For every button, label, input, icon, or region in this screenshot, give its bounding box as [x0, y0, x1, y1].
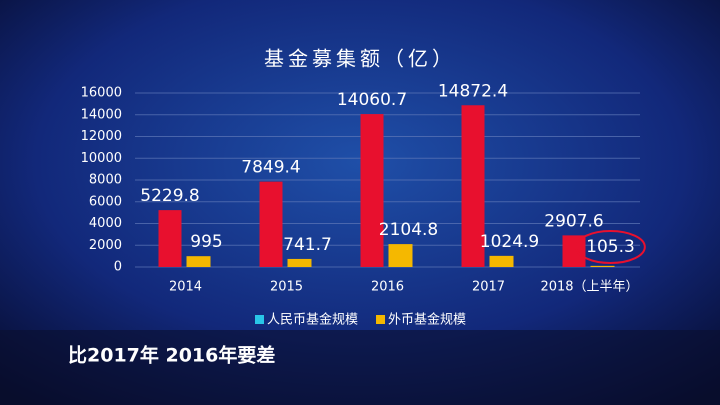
y-tick-label: 2000 — [89, 238, 122, 253]
y-tick-label: 16000 — [81, 86, 122, 101]
data-label: 105.3 — [586, 237, 635, 257]
bar — [259, 181, 283, 267]
legend-marker — [376, 315, 386, 324]
y-tick-label: 6000 — [89, 194, 122, 209]
caption: 比2017年 2016年要差 — [68, 344, 275, 367]
y-tick-label: 8000 — [89, 173, 122, 188]
caption-band — [0, 330, 720, 405]
data-label: 14060.7 — [337, 90, 407, 110]
bar — [489, 255, 514, 267]
legend-label: 人民币基金规模 — [267, 312, 358, 328]
bar — [590, 265, 615, 267]
bar — [562, 235, 586, 267]
y-tick-label: 12000 — [81, 129, 122, 144]
data-label: 14872.4 — [438, 81, 508, 101]
data-label: 2907.6 — [544, 211, 603, 231]
data-label: 5229.8 — [140, 186, 199, 206]
x-tick-label: 2018（上半年） — [540, 280, 638, 295]
x-tick-label: 2015 — [270, 280, 303, 295]
y-tick-label: 10000 — [81, 151, 122, 166]
bar — [158, 210, 182, 267]
x-tick-label: 2014 — [169, 280, 202, 295]
data-label: 2104.8 — [379, 220, 438, 240]
bar — [287, 258, 312, 267]
x-tick-label: 2017 — [472, 280, 505, 295]
data-label: 741.7 — [283, 235, 332, 255]
data-label: 7849.4 — [241, 158, 300, 178]
data-label: 995 — [190, 232, 222, 252]
bar — [186, 256, 211, 267]
data-label: 1024.9 — [480, 232, 539, 252]
bar — [461, 105, 485, 267]
y-tick-label: 4000 — [89, 216, 122, 231]
bar — [388, 244, 413, 267]
x-tick-label: 2016 — [371, 280, 404, 295]
legend-label: 外币基金规模 — [388, 312, 466, 328]
y-tick-label: 0 — [114, 260, 122, 275]
y-tick-label: 14000 — [81, 107, 122, 122]
bar — [360, 114, 384, 267]
legend-marker — [255, 315, 264, 324]
highlight-circle — [575, 230, 646, 264]
chart-title: 基金募集额（亿） — [264, 47, 456, 71]
